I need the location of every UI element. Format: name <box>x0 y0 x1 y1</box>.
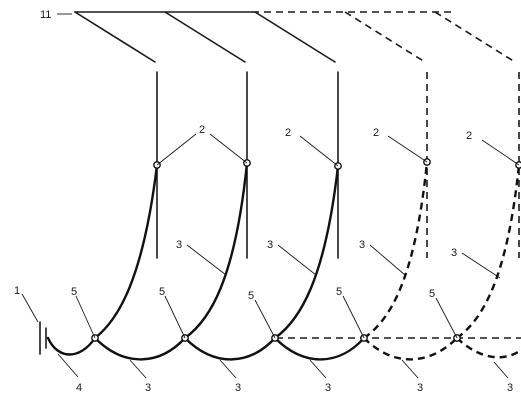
label-2-c: 2 <box>373 127 379 139</box>
bottom-arc-4 <box>363 337 458 361</box>
leader-3-rise-1 <box>186 244 227 276</box>
leader-2a <box>156 133 197 166</box>
bottom-arc-5 <box>456 337 521 359</box>
leader-2b <box>209 133 248 164</box>
rising-curve-4 <box>363 161 429 339</box>
bottom-arc-2 <box>183 336 277 361</box>
label-5-5: 5 <box>429 288 435 300</box>
bottom-arc-1 <box>93 336 187 361</box>
label-4: 4 <box>76 382 82 394</box>
leader-4 <box>57 353 79 378</box>
leader-5-5 <box>435 297 458 339</box>
label-1: 1 <box>14 285 20 297</box>
rising-curve-3 <box>273 164 340 340</box>
label-3-bottom-5: 3 <box>507 382 513 394</box>
leader-3-bottom-5 <box>493 361 509 379</box>
leader-5-1 <box>75 295 96 339</box>
label-3-rise-1: 3 <box>176 239 182 251</box>
label-3-bottom-4: 3 <box>417 382 423 394</box>
feeder-3 <box>254 11 336 63</box>
label-2-d: 2 <box>466 130 472 142</box>
label-5-3: 5 <box>248 290 254 302</box>
source-arc <box>46 336 97 356</box>
label-2-b: 2 <box>285 127 291 139</box>
feeder-4 <box>344 11 426 63</box>
leader-2c <box>299 135 339 167</box>
rising-curve-5 <box>456 164 521 339</box>
leader-3-bottom-1 <box>129 359 147 379</box>
leader-5-4 <box>342 295 365 339</box>
label-5-1: 5 <box>71 286 77 298</box>
label-2-a: 2 <box>199 124 205 136</box>
label-11: 11 <box>40 9 51 21</box>
leader-3-bottom-4 <box>401 359 419 379</box>
rising-curve-2 <box>183 161 249 340</box>
leader-5-3 <box>254 299 276 339</box>
bottom-arc-3 <box>273 336 366 361</box>
label-5-4: 5 <box>336 286 342 298</box>
leader-5-2 <box>164 295 186 339</box>
rising-curve-1 <box>93 163 159 340</box>
leader-1 <box>21 293 39 323</box>
leader-3-bottom-2 <box>219 359 237 379</box>
leader-3-rise-4 <box>461 252 501 279</box>
leader-2e <box>481 139 520 166</box>
label-3-bottom-2: 3 <box>235 382 241 394</box>
label-5-2: 5 <box>159 286 165 298</box>
feeder-1 <box>74 11 156 63</box>
label-3-bottom-1: 3 <box>145 382 151 394</box>
leader-3-rise-3 <box>369 244 406 276</box>
leader-2d <box>387 135 428 163</box>
label-3-rise-3: 3 <box>359 239 365 251</box>
feeder-5 <box>434 11 516 63</box>
label-3-bottom-3: 3 <box>325 382 331 394</box>
label-3-rise-4: 3 <box>451 247 457 259</box>
leader-3-bottom-3 <box>309 359 327 379</box>
feeder-2 <box>164 11 246 63</box>
label-3-rise-2: 3 <box>267 239 273 251</box>
leader-3-rise-2 <box>277 244 317 276</box>
